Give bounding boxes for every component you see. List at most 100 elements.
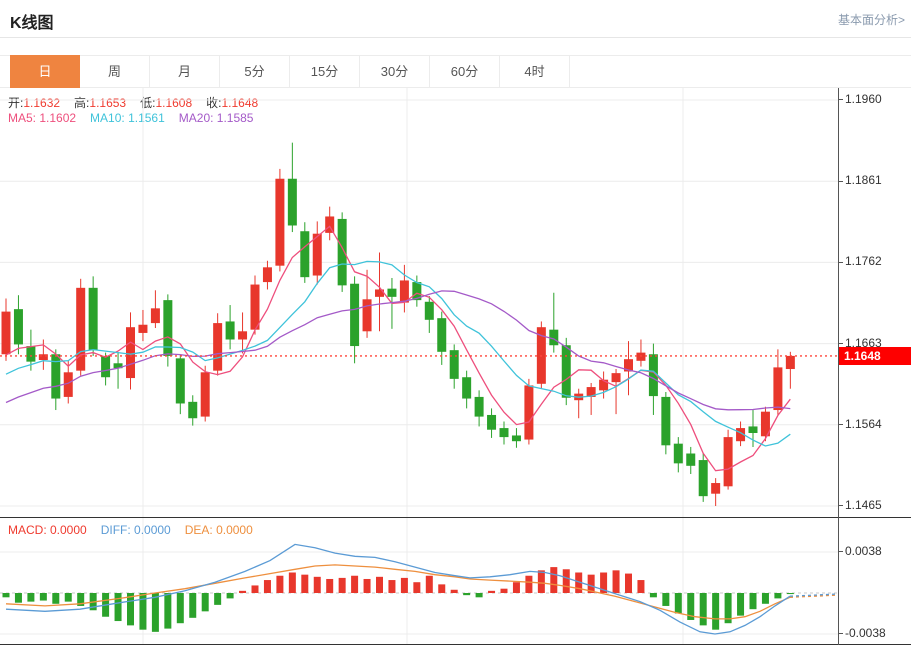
page-header: K线图 基本面分析> xyxy=(0,0,911,38)
macd-bar xyxy=(612,570,620,593)
candle-body xyxy=(325,216,335,233)
candle xyxy=(399,264,409,313)
candle xyxy=(225,305,235,350)
macd-bar xyxy=(201,593,209,612)
tab-interval-1[interactable]: 周 xyxy=(80,56,150,87)
candle-body xyxy=(586,387,596,397)
candle-body xyxy=(511,435,521,442)
candle xyxy=(487,408,497,438)
candle-body xyxy=(611,373,621,383)
candle xyxy=(300,222,310,283)
tab-interval-4[interactable]: 15分 xyxy=(290,56,360,87)
candle-body xyxy=(736,428,746,442)
candle xyxy=(412,275,422,307)
macd-bar xyxy=(363,578,371,593)
candle xyxy=(586,382,596,415)
candle xyxy=(250,275,260,335)
candle-body xyxy=(337,218,347,286)
macd-bar xyxy=(425,575,433,593)
candle-body xyxy=(499,428,509,438)
macd-bar xyxy=(388,580,396,593)
candle-body xyxy=(188,401,198,419)
legend-ma-item: MA5: 1.1602 xyxy=(8,111,77,125)
candle xyxy=(325,206,335,241)
macd-bar xyxy=(674,593,682,614)
candlestick-chart[interactable] xyxy=(0,88,838,517)
candle-body xyxy=(13,309,23,345)
macd-bar xyxy=(587,574,595,593)
macd-bar xyxy=(127,593,134,626)
candle-body xyxy=(375,289,384,297)
macd-chart[interactable] xyxy=(0,518,838,644)
candle-body xyxy=(698,460,708,497)
macd-bar xyxy=(500,588,508,593)
tab-interval-0[interactable]: 日 xyxy=(10,55,80,88)
candle-body xyxy=(225,321,235,340)
candle xyxy=(188,395,198,426)
candle xyxy=(312,221,322,285)
candle xyxy=(337,212,347,292)
price-tick-label: 1.1663 xyxy=(839,336,882,350)
candle-body xyxy=(760,411,770,437)
macd-bar xyxy=(226,593,234,599)
candle xyxy=(561,337,571,406)
macd-bar xyxy=(774,593,782,599)
macd-bar xyxy=(2,593,10,598)
diff-line-tail xyxy=(789,593,837,597)
candle xyxy=(150,290,160,329)
macd-bar xyxy=(475,593,483,598)
candle-body xyxy=(76,287,86,371)
macd-bar xyxy=(39,593,47,601)
candle-body xyxy=(549,329,559,346)
tab-interval-2[interactable]: 月 xyxy=(150,56,220,87)
candle xyxy=(287,142,297,233)
candle xyxy=(362,269,372,338)
macd-bar xyxy=(114,593,122,622)
candle-body xyxy=(200,372,210,417)
candle-body xyxy=(250,284,260,330)
candle xyxy=(26,329,36,371)
candle-body xyxy=(38,354,48,361)
candle-body xyxy=(648,354,658,397)
candle-body xyxy=(275,178,285,266)
tab-interval-6[interactable]: 60分 xyxy=(430,56,500,87)
candle-body xyxy=(661,396,671,446)
candle xyxy=(474,390,484,427)
candle-body xyxy=(150,308,160,324)
candle xyxy=(574,388,584,419)
tab-interval-3[interactable]: 5分 xyxy=(220,56,290,87)
candle xyxy=(611,369,621,415)
candle xyxy=(648,343,658,415)
candle xyxy=(101,352,111,386)
candle xyxy=(51,349,61,411)
candle xyxy=(424,296,434,333)
candle xyxy=(524,378,534,445)
macd-tick-label: 0.0038 xyxy=(839,544,882,558)
candle xyxy=(76,278,86,376)
candle-body xyxy=(748,426,758,434)
candle xyxy=(138,309,148,342)
macd-bar xyxy=(263,580,271,593)
candle-body xyxy=(711,483,721,494)
macd-bar xyxy=(176,593,184,624)
candle xyxy=(113,352,123,389)
fundamental-analysis-link[interactable]: 基本面分析> xyxy=(837,13,905,27)
ma5-line xyxy=(5,225,791,472)
price-tick-label: 1.1465 xyxy=(839,498,882,512)
legend-macd-item: DIFF: 0.0000 xyxy=(100,523,171,537)
macd-bar xyxy=(164,593,172,629)
ma-readout: MA5: 1.1602 MA10: 1.1561 MA20: 1.1585 xyxy=(8,111,267,125)
candle xyxy=(736,421,746,447)
macd-bar xyxy=(649,593,657,598)
candle-body xyxy=(624,359,633,372)
tab-interval-5[interactable]: 30分 xyxy=(360,56,430,87)
candle-body xyxy=(561,345,571,398)
candle xyxy=(238,312,248,354)
macd-bar xyxy=(463,593,471,596)
macd-bar xyxy=(313,576,321,593)
legend-macd-item: DEA: 0.0000 xyxy=(184,523,253,537)
candle-body xyxy=(474,396,484,417)
macd-bar xyxy=(699,593,707,626)
tab-interval-7[interactable]: 4时 xyxy=(500,56,570,87)
